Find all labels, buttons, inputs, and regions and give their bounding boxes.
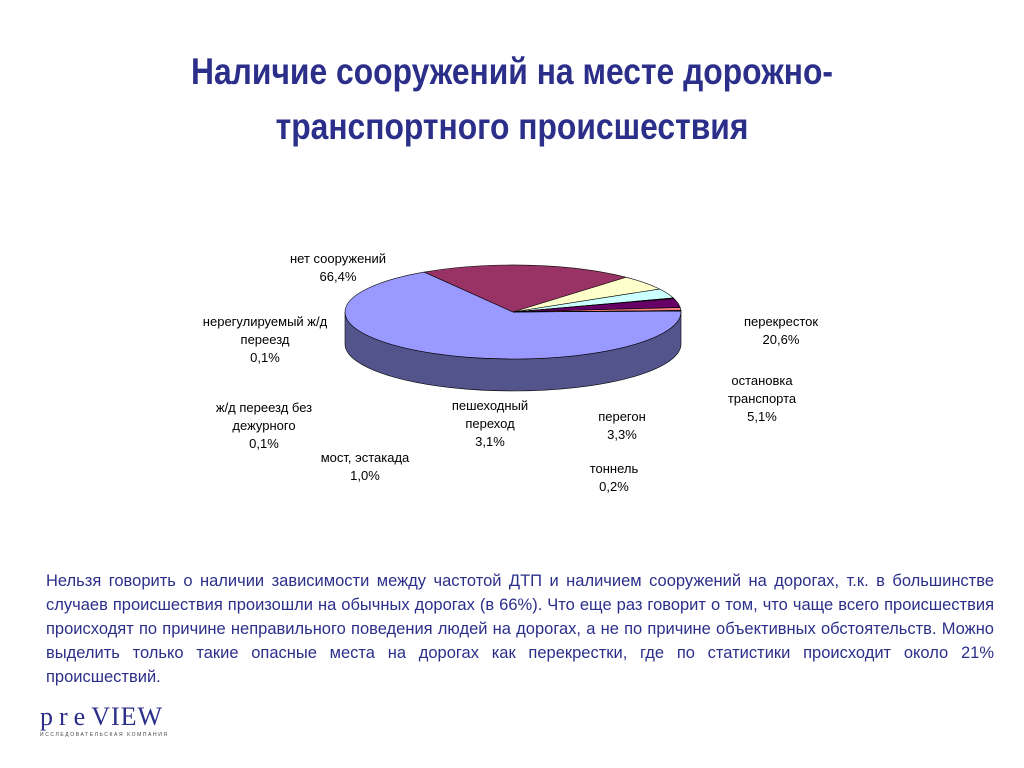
slice-label-value: 5,1%	[747, 409, 777, 424]
slice-label-1: перекресток 20,6%	[744, 313, 818, 349]
slice-label-name: перекресток	[743, 314, 819, 329]
slice-label-value: 3,3%	[607, 427, 637, 442]
slice-label-name: мост, эстакада	[320, 450, 410, 465]
pie-slice-8	[512, 310, 682, 313]
title-line-2: транспортного происшествия	[275, 106, 749, 147]
slice-label-0: нет сооружений 66,4%	[290, 250, 386, 286]
slice-label-2: остановка транспорта 5,1%	[728, 372, 796, 426]
slice-label-6: мост, эстакада 1,0%	[321, 449, 410, 485]
slice-label-name: нет сооружений	[289, 251, 387, 266]
slice-label-value: 1,0%	[350, 468, 380, 483]
slice-label-name: остановка транспорта	[727, 373, 797, 406]
slice-label-name: ж/д переезд без дежурного	[215, 400, 313, 433]
company-logo: preVIEW исследовательская компания	[40, 702, 190, 742]
pie-slice-0	[344, 271, 682, 360]
slice-label-5: пешеходный переход 3,1%	[452, 397, 528, 451]
slice-label-value: 66,4%	[319, 269, 357, 284]
slice-label-4: тоннель 0,2%	[590, 460, 639, 496]
slice-label-3: перегон 3,3%	[598, 408, 646, 444]
slice-label-value: 20,6%	[762, 332, 800, 347]
logo-wordmark: preVIEW	[40, 702, 164, 731]
slide-title: Наличие сооружений на месте дорожно- тра…	[123, 44, 900, 154]
slice-label-7: ж/д переезд без дежурного 0,1%	[216, 399, 312, 453]
slice-label-name: тоннель	[589, 461, 639, 476]
caption-text: Нельзя говорить о наличии зависимости ме…	[46, 572, 994, 686]
slice-label-name: нерегулируемый ж/д переезд	[202, 314, 328, 347]
slice-label-value: 0,1%	[249, 436, 279, 451]
slice-label-value: 0,1%	[250, 350, 280, 365]
slice-label-value: 3,1%	[475, 434, 505, 449]
slice-label-value: 0,2%	[599, 479, 629, 494]
slice-label-name: перегон	[598, 409, 646, 424]
pie-slice-1	[423, 264, 628, 313]
slice-label-name: пешеходный переход	[451, 398, 529, 431]
slice-label-8: нерегулируемый ж/д переезд 0,1%	[203, 313, 327, 367]
logo-subtitle: исследовательская компания	[40, 732, 169, 738]
title-line-1: Наличие сооружений на месте дорожно-	[190, 51, 834, 92]
